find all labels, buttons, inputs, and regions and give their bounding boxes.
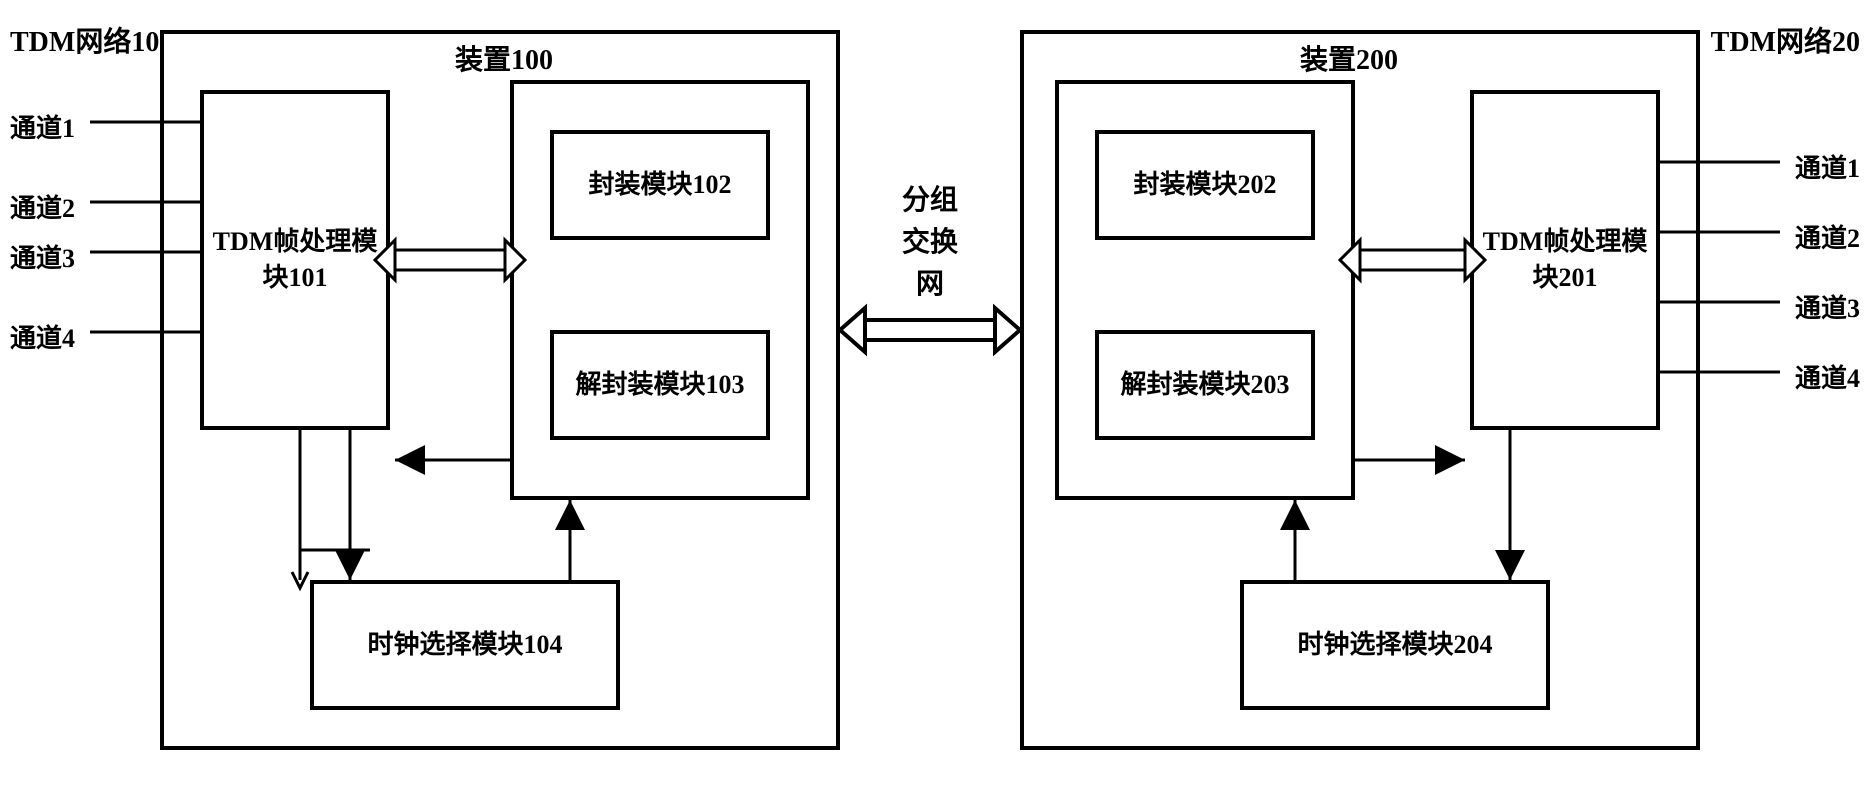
connectors-svg [10,20,1860,770]
diagram-root: TDM网络10 TDM网络20 通道1 通道2 通道3 通道4 通道1 通道2 … [10,20,1860,770]
